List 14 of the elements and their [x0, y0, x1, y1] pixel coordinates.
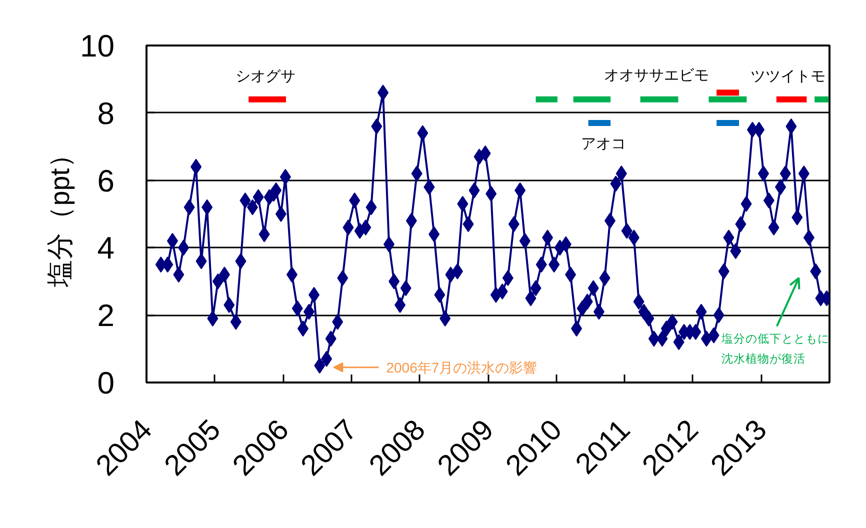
annotation: シオグサ: [235, 68, 296, 86]
annotation: 塩分の低下とともに: [720, 332, 830, 346]
annotation: ツツイトモ: [750, 68, 826, 86]
annotation: 沈水植物が復活: [722, 352, 806, 366]
y-tick-label: 10: [80, 28, 115, 64]
y-tick-label: 6: [97, 163, 115, 198]
y-tick-label: 8: [97, 96, 115, 131]
y-tick-label: 0: [97, 366, 115, 400]
y-tick-label: 2: [97, 298, 115, 334]
annotation: オオササエビモ: [604, 66, 710, 84]
annotation: アオコ: [580, 135, 626, 152]
y-tick-label: 4: [97, 230, 115, 266]
annotation: 2006年7月の洪水の影響: [386, 359, 538, 376]
y-axis-title: 塩分（ppt）: [45, 141, 76, 288]
